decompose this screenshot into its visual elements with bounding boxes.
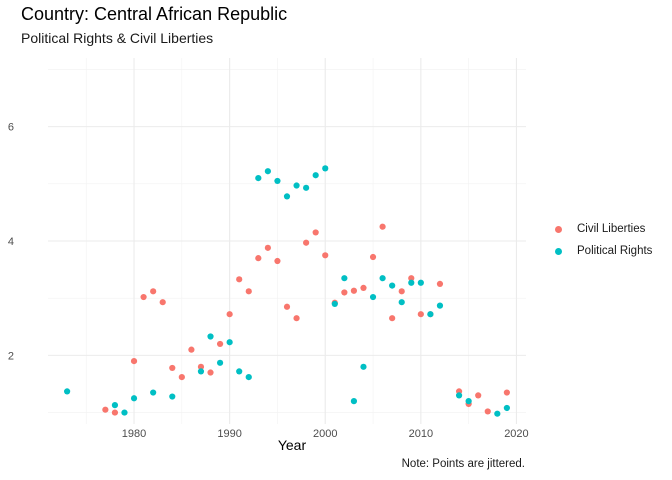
point-civil-liberties [283, 303, 291, 310]
point-political-rights [274, 177, 281, 185]
point-political-rights [465, 398, 472, 405]
point-political-rights [398, 299, 405, 306]
point-civil-liberties [169, 364, 176, 372]
point-civil-liberties [150, 288, 157, 295]
y-tick-label: 4 [8, 236, 14, 248]
y-tick-label: 2 [8, 350, 14, 362]
point-civil-liberties [293, 315, 300, 322]
point-civil-liberties [379, 223, 386, 230]
point-political-rights [331, 300, 338, 308]
x-tick-label: 1980 [122, 428, 146, 440]
point-civil-liberties [264, 244, 271, 251]
point-civil-liberties [303, 239, 310, 246]
point-political-rights [111, 402, 119, 409]
point-civil-liberties [226, 311, 233, 318]
point-political-rights [494, 410, 501, 417]
point-civil-liberties [111, 409, 119, 416]
legend-dot-civil-liberties [555, 225, 562, 233]
point-political-rights [436, 302, 444, 309]
point-political-rights [293, 182, 300, 189]
y-axis-ticks: 2 4 6 [8, 122, 14, 363]
point-political-rights [216, 359, 224, 366]
point-civil-liberties [408, 275, 415, 282]
point-political-rights [360, 363, 367, 370]
legend-item-civil-liberties: Civil Liberties [548, 218, 652, 240]
legend-label-political-rights: Political Rights [577, 245, 653, 257]
point-civil-liberties [274, 257, 281, 265]
point-civil-liberties [360, 284, 367, 291]
point-civil-liberties [236, 276, 243, 283]
x-tick-label: 2020 [504, 428, 528, 440]
point-political-rights [303, 184, 310, 191]
point-political-rights [264, 168, 271, 175]
point-political-rights [322, 165, 329, 172]
chart-subtitle: Political Rights & Civil Liberties [21, 30, 214, 46]
legend-item-political-rights: Political Rights [548, 240, 652, 262]
point-political-rights [197, 368, 205, 375]
point-political-rights [130, 395, 138, 402]
point-political-rights [169, 393, 176, 400]
point-civil-liberties [350, 287, 358, 294]
point-civil-liberties [216, 340, 224, 348]
point-political-rights [455, 392, 463, 399]
point-political-rights [245, 374, 252, 381]
y-tick-label: 6 [8, 122, 14, 134]
point-political-rights [64, 388, 71, 395]
point-civil-liberties [369, 253, 377, 261]
point-civil-liberties [436, 280, 444, 287]
point-civil-liberties [102, 406, 109, 413]
point-political-rights [379, 275, 386, 282]
point-civil-liberties [255, 255, 262, 262]
point-civil-liberties [188, 346, 195, 353]
data-points [64, 165, 510, 417]
point-political-rights [150, 389, 157, 396]
point-political-rights [255, 174, 262, 182]
point-civil-liberties [159, 299, 166, 306]
legend: Civil Liberties Political Rights [548, 218, 652, 262]
point-civil-liberties [503, 389, 510, 396]
point-political-rights [312, 172, 319, 179]
point-political-rights [350, 398, 358, 405]
point-civil-liberties [341, 289, 348, 296]
point-political-rights [121, 409, 128, 416]
point-political-rights [427, 311, 434, 318]
point-political-rights [369, 293, 377, 301]
legend-label-civil-liberties: Civil Liberties [577, 223, 646, 235]
x-tick-label: 2010 [409, 428, 433, 440]
point-political-rights [503, 404, 510, 412]
point-civil-liberties [245, 288, 252, 295]
point-political-rights [341, 275, 348, 282]
point-political-rights [283, 193, 291, 200]
point-political-rights [408, 279, 415, 286]
point-political-rights [207, 333, 214, 340]
point-civil-liberties [389, 315, 396, 322]
point-political-rights [417, 279, 424, 286]
legend-dot-political-rights [555, 247, 562, 255]
point-civil-liberties [475, 392, 482, 399]
point-civil-liberties [322, 252, 329, 259]
point-civil-liberties [417, 311, 424, 318]
point-political-rights [236, 368, 243, 375]
point-political-rights [389, 282, 396, 289]
point-civil-liberties [207, 369, 214, 376]
point-civil-liberties [197, 363, 205, 370]
point-political-rights [226, 339, 233, 346]
grid-lines [48, 58, 526, 424]
point-civil-liberties [130, 357, 138, 365]
x-axis-ticks: 1980 1990 2000 2010 2020 [122, 428, 529, 440]
point-civil-liberties [398, 288, 405, 295]
chart-title: Country: Central African Republic [21, 4, 288, 24]
chart-caption: Note: Points are jittered. [401, 458, 525, 470]
x-tick-label: 1990 [217, 428, 241, 440]
point-civil-liberties [140, 293, 147, 301]
point-civil-liberties [312, 229, 319, 236]
point-civil-liberties [178, 374, 185, 381]
point-civil-liberties [484, 408, 491, 415]
x-tick-label: 2000 [313, 428, 337, 440]
x-axis-label: Year [278, 437, 307, 453]
